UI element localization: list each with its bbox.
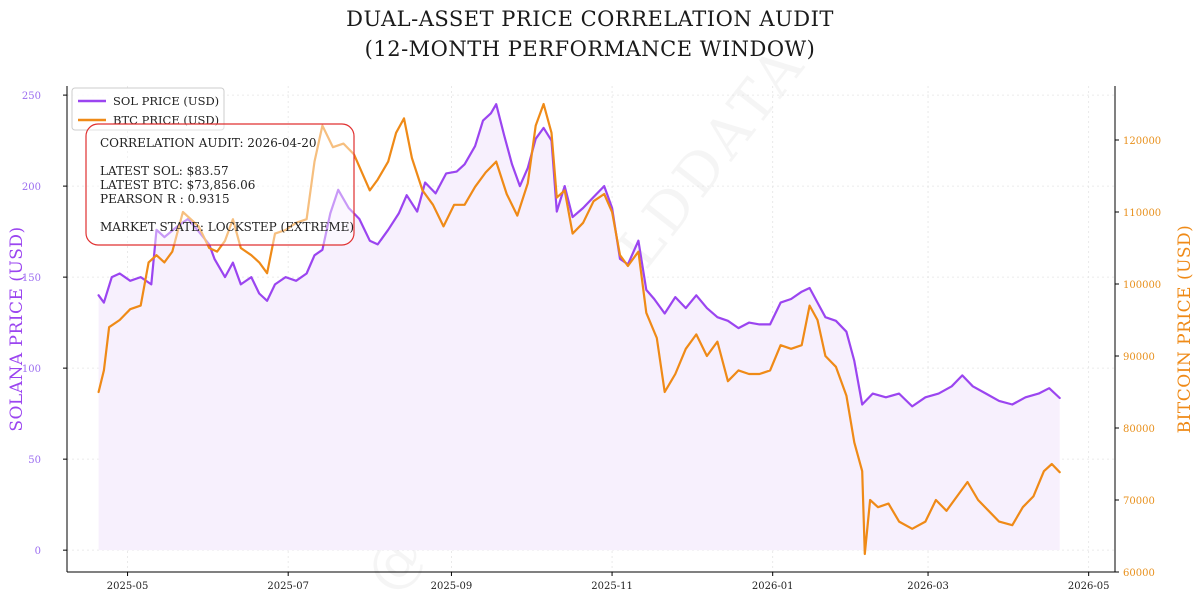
tick-label-left-150: 150 [22,273,41,284]
legend-sol-label: SOL PRICE (USD) [113,94,219,108]
tick-label-left-200: 200 [22,182,41,193]
tick-label-x-2026-05: 2026-05 [1068,581,1110,592]
tick-label-x-2025-05: 2025-05 [107,581,149,592]
tick-label-x-2025-11: 2025-11 [591,581,633,592]
sol-fill-path [98,104,1060,551]
annotation-box [85,123,355,246]
right-axis-ticks: 60000 70000 80000 90000 100000 110000 120000 [1115,136,1161,579]
sol-fill-area [98,104,1060,551]
annotation-title: CORRELATION AUDIT: 2026-04-20 [100,136,317,150]
annotation-latest-sol: LATEST SOL: $83.57 [100,164,229,178]
tick-label-right-100000: 100000 [1123,280,1161,291]
correlation-annotation: CORRELATION AUDIT: 2026-04-20 LATEST SOL… [85,123,355,246]
left-axis-ticks: 0 50 100 150 200 250 [22,91,67,557]
btc-price-line [97,102,1061,556]
x-axis-ticks: 2025-05 2025-07 2025-09 2025-11 2026-01 2026-… [107,572,1110,592]
left-axis-label: SOLANA PRICE (USD) [7,226,27,431]
tick-label-left-50: 50 [28,455,41,466]
tick-label-x-2025-07: 2025-07 [267,581,309,592]
right-axis-label: BITCOIN PRICE (USD) [1175,225,1195,434]
tick-label-left-100: 100 [22,364,41,375]
tick-label-left-0: 0 [35,546,41,557]
tick-label-right-120000: 120000 [1123,136,1161,147]
tick-label-right-90000: 90000 [1123,352,1155,363]
chart-title-line-2: (12-MONTH PERFORMANCE WINDOW) [365,37,816,61]
tick-label-x-2026-01: 2026-01 [752,581,794,592]
annotation-pearson-r: PEARSON R : 0.9315 [100,192,230,206]
tick-label-left-250: 250 [22,91,41,102]
tick-label-right-60000: 60000 [1123,568,1155,579]
tick-label-right-110000: 110000 [1123,208,1161,219]
axes [66,86,1116,573]
tick-label-x-2025-09: 2025-09 [431,581,473,592]
sol-price-line [97,103,1061,408]
chart-title: DUAL-ASSET PRICE CORRELATION AUDIT (12-M… [346,7,834,61]
tick-label-x-2026-03: 2026-03 [907,581,949,592]
legend-box [71,87,225,131]
annotation-latest-btc: LATEST BTC: $73,856.06 [100,178,255,192]
series-lines [97,102,1061,556]
annotation-market-state: MARKET STATE: LOCKSTEP (EXTREME) [100,220,354,234]
chart-title-line-1: DUAL-ASSET PRICE CORRELATION AUDIT [346,7,834,31]
tick-label-right-70000: 70000 [1123,496,1155,507]
tick-label-right-80000: 80000 [1123,424,1155,435]
